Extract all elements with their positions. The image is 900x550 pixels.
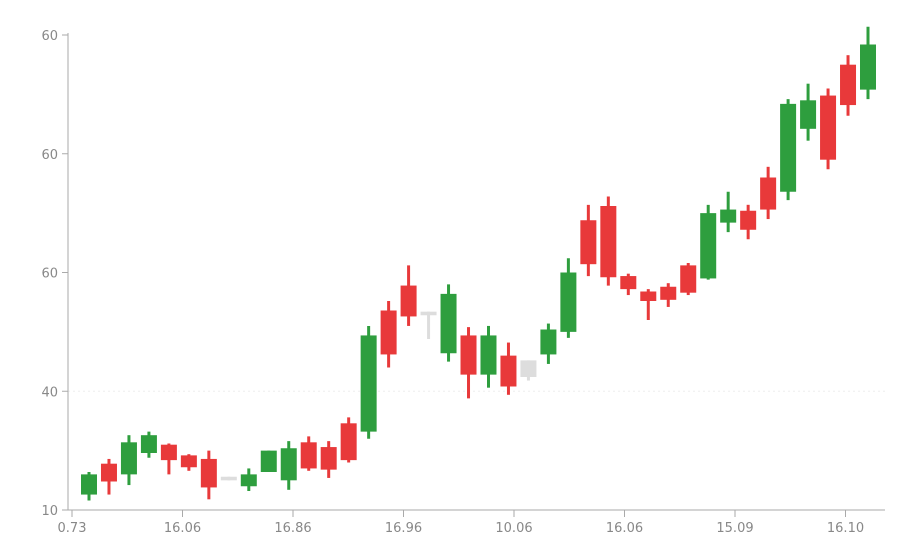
candle	[340, 417, 357, 463]
x-tick-label: 15.09	[716, 521, 753, 536]
candle	[260, 450, 277, 472]
candle	[600, 196, 617, 286]
candle	[180, 454, 197, 471]
candle-body	[820, 95, 837, 160]
candle	[160, 443, 177, 475]
candle	[360, 325, 377, 439]
candle	[100, 458, 117, 495]
y-tick-label: 60	[41, 148, 58, 163]
candle	[480, 325, 497, 388]
candle-body	[140, 435, 157, 453]
candle	[120, 435, 137, 486]
candle-body	[560, 272, 577, 332]
candle-body	[520, 360, 537, 377]
candle-body	[860, 44, 876, 90]
candle-body	[240, 474, 257, 487]
x-tick-label: 10.06	[495, 521, 532, 536]
x-tick-label: 16.10	[827, 521, 864, 536]
candle	[660, 283, 677, 307]
candle	[560, 258, 577, 338]
candle	[380, 301, 397, 368]
candle-body	[440, 293, 457, 354]
candle	[860, 26, 876, 100]
candle	[220, 476, 237, 481]
candle-body	[620, 276, 637, 290]
candle	[520, 360, 537, 381]
candle-body	[540, 329, 557, 355]
candle-body	[320, 447, 337, 470]
candle-body	[760, 177, 777, 210]
candle-body	[640, 291, 657, 301]
candle	[640, 289, 657, 320]
candle	[140, 431, 157, 458]
candle	[540, 323, 557, 364]
candle-body	[220, 476, 237, 481]
y-tick-label: 10	[41, 504, 58, 519]
candle-body	[840, 64, 857, 106]
candle	[700, 204, 717, 280]
x-tick-label: 16.96	[385, 521, 422, 536]
y-tick-label: 40	[41, 385, 58, 400]
candle-body	[420, 311, 437, 316]
candle-body	[800, 100, 817, 129]
candle-body	[81, 474, 97, 495]
candle	[760, 166, 777, 220]
candle-body	[200, 458, 217, 488]
candle-body	[180, 455, 197, 468]
candle-body	[400, 285, 417, 317]
candle	[580, 204, 597, 277]
candle-body	[720, 209, 737, 223]
candle-body	[580, 220, 597, 265]
candle-body	[160, 444, 177, 461]
x-tick-label: 16.06	[164, 521, 201, 536]
candle-body	[500, 355, 517, 387]
candle	[800, 83, 817, 141]
candle-body	[280, 448, 297, 481]
candle	[680, 263, 697, 296]
candle-body	[120, 442, 137, 475]
candle-body	[260, 450, 277, 472]
y-tick-label: 60	[41, 29, 58, 44]
candle-body	[300, 442, 317, 469]
candle-body	[660, 286, 677, 300]
candle	[280, 441, 297, 490]
y-tick-label: 60	[41, 267, 58, 282]
candle	[820, 88, 837, 170]
candle	[200, 450, 217, 500]
candle	[840, 55, 857, 116]
candle	[300, 436, 317, 471]
candle	[740, 204, 757, 240]
candle	[440, 284, 457, 362]
candle-body	[680, 265, 697, 293]
candle	[400, 265, 417, 326]
candle	[500, 342, 517, 395]
candle	[420, 311, 437, 339]
candle-body	[480, 335, 497, 375]
candle	[780, 99, 797, 201]
x-tick-label: 16.06	[606, 521, 643, 536]
candle-body	[740, 210, 757, 230]
candle	[320, 441, 337, 478]
candle-body	[340, 423, 357, 461]
candle-body	[700, 213, 717, 279]
candle-body	[460, 335, 477, 375]
candle-body	[380, 310, 397, 355]
candle-body	[360, 335, 377, 432]
candle-body	[600, 206, 617, 278]
candle	[240, 468, 257, 491]
candle	[620, 273, 637, 296]
candle-body	[100, 463, 117, 482]
candle	[81, 472, 97, 501]
x-tick-label: 0.73	[58, 521, 87, 536]
candle	[460, 327, 477, 399]
x-tick-label: 16.86	[274, 521, 311, 536]
candle	[720, 191, 737, 233]
candle-body	[780, 103, 797, 192]
